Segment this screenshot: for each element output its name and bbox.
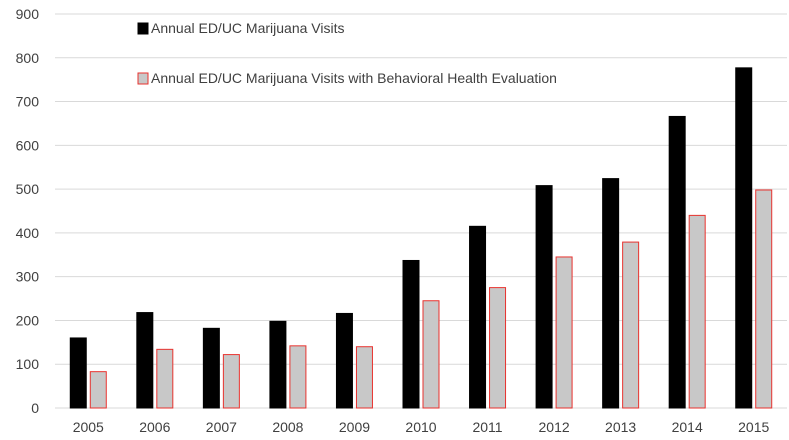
bar-behavioral-health-2008 bbox=[289, 345, 307, 409]
x-tick-label: 2006 bbox=[139, 419, 170, 435]
y-tick-label: 0 bbox=[31, 400, 39, 416]
bar-visits-2009 bbox=[335, 312, 353, 409]
gridlines bbox=[55, 13, 787, 409]
x-tick-label: 2012 bbox=[539, 419, 570, 435]
bar-visits-2008 bbox=[269, 320, 287, 409]
y-axis: 0 100 200 300 400 500 600 700 800 900 bbox=[16, 6, 40, 416]
y-tick-label: 500 bbox=[16, 181, 40, 197]
y-tick-label: 200 bbox=[16, 312, 40, 328]
x-tick-label: 2011 bbox=[472, 419, 502, 435]
bar-behavioral-health-2010 bbox=[422, 300, 440, 409]
y-tick-label: 700 bbox=[16, 94, 40, 110]
bar-behavioral-health-2012 bbox=[555, 256, 573, 409]
x-axis: 2005 2006 2007 2008 2009 2010 2011 2012 2013 2014… bbox=[73, 419, 770, 435]
y-tick-label: 300 bbox=[16, 269, 40, 285]
bar-visits-2010 bbox=[402, 259, 420, 409]
bar-behavioral-health-2005 bbox=[89, 371, 107, 409]
legend: Annual ED/UC Marijuana Visits Annual ED/… bbox=[137, 20, 557, 86]
x-tick-label: 2007 bbox=[206, 419, 237, 435]
x-tick-label: 2015 bbox=[738, 419, 769, 435]
legend-item: Annual ED/UC Marijuana Visits bbox=[137, 20, 345, 36]
y-tick-label: 900 bbox=[16, 6, 40, 22]
legend-item: Annual ED/UC Marijuana Visits with Behav… bbox=[137, 70, 557, 86]
bar-behavioral-health-2011 bbox=[489, 287, 507, 409]
y-tick-label: 100 bbox=[16, 356, 40, 372]
bar-behavioral-health-2014 bbox=[688, 214, 706, 409]
legend-swatch-visits bbox=[137, 22, 149, 35]
bar-behavioral-health-2007 bbox=[222, 354, 240, 409]
bar-behavioral-health-2009 bbox=[355, 346, 373, 409]
bar-behavioral-health-2013 bbox=[622, 241, 640, 409]
bar-behavioral-health-2006 bbox=[156, 348, 174, 409]
legend-swatch-behavioral-health bbox=[137, 72, 149, 85]
x-tick-label: 2010 bbox=[405, 419, 436, 435]
bar-visits-2006 bbox=[136, 312, 154, 409]
y-tick-label: 800 bbox=[16, 50, 40, 66]
bar-visits-2013 bbox=[602, 178, 620, 409]
bars bbox=[69, 67, 773, 409]
y-tick-label: 400 bbox=[16, 225, 40, 241]
y-tick-label: 600 bbox=[16, 137, 40, 153]
x-tick-label: 2014 bbox=[672, 419, 703, 435]
bar-visits-2011 bbox=[469, 225, 487, 409]
bar-visits-2015 bbox=[735, 67, 753, 409]
x-tick-label: 2008 bbox=[272, 419, 303, 435]
bar-visits-2007 bbox=[202, 327, 220, 409]
legend-label-visits: Annual ED/UC Marijuana Visits bbox=[151, 20, 345, 36]
legend-label-behavioral-health: Annual ED/UC Marijuana Visits with Behav… bbox=[151, 70, 557, 86]
bar-visits-2005 bbox=[69, 337, 87, 409]
bar-visits-2012 bbox=[535, 185, 553, 409]
bar-visits-2014 bbox=[668, 115, 686, 409]
x-tick-label: 2013 bbox=[605, 419, 636, 435]
x-tick-label: 2005 bbox=[73, 419, 104, 435]
bar-behavioral-health-2015 bbox=[755, 189, 773, 409]
x-tick-label: 2009 bbox=[339, 419, 370, 435]
